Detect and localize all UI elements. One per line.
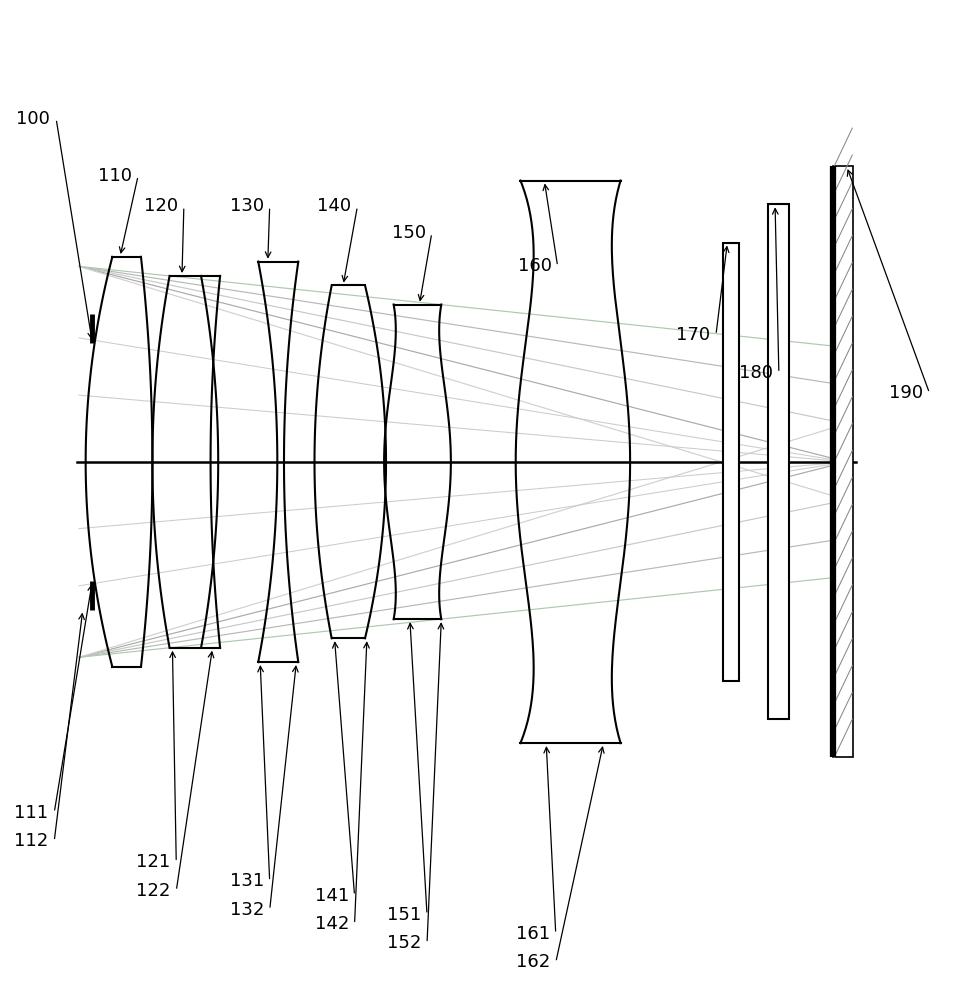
Text: 150: 150 xyxy=(392,224,425,242)
Text: 100: 100 xyxy=(16,110,50,128)
Text: 180: 180 xyxy=(738,364,772,382)
Text: 112: 112 xyxy=(14,832,48,850)
Text: 122: 122 xyxy=(136,882,170,900)
Text: 121: 121 xyxy=(136,853,170,871)
Text: 160: 160 xyxy=(517,257,551,275)
Text: 152: 152 xyxy=(387,934,421,952)
Text: 130: 130 xyxy=(230,197,264,215)
Text: 110: 110 xyxy=(98,167,132,185)
Text: 131: 131 xyxy=(230,872,264,890)
Text: 151: 151 xyxy=(387,906,421,924)
Text: 190: 190 xyxy=(888,384,922,402)
Text: 111: 111 xyxy=(14,804,48,822)
Text: 161: 161 xyxy=(515,925,549,943)
Bar xyxy=(722,243,738,681)
Bar xyxy=(832,166,852,757)
Text: 142: 142 xyxy=(315,915,349,933)
Text: 141: 141 xyxy=(315,887,349,905)
Text: 132: 132 xyxy=(230,901,264,919)
Text: 140: 140 xyxy=(318,197,351,215)
Bar xyxy=(768,204,788,719)
Text: 162: 162 xyxy=(515,953,549,971)
Text: 120: 120 xyxy=(144,197,178,215)
Text: 170: 170 xyxy=(675,326,709,344)
